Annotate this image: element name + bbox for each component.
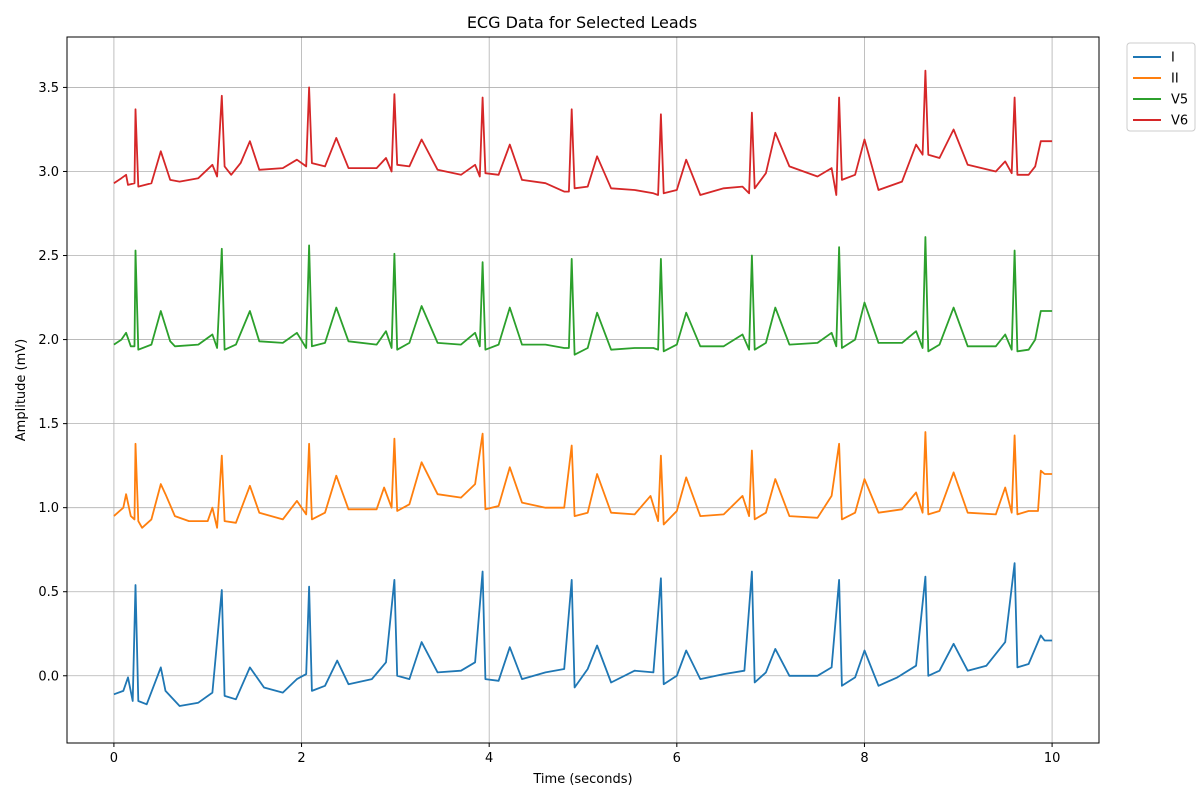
legend-label-ii: II [1171, 72, 1179, 87]
y-tick-label: 2.5 [38, 249, 59, 264]
series-line-v5 [113, 236, 1053, 356]
legend-label-v6: V6 [1171, 114, 1188, 129]
x-tick-label: 2 [297, 751, 305, 766]
x-tick-label: 4 [485, 751, 493, 766]
chart-title: ECG Data for Selected Leads [467, 13, 697, 32]
y-tick-label: 0.0 [38, 669, 59, 684]
y-tick-label: 1.5 [38, 417, 59, 432]
x-tick-label: 10 [1044, 751, 1061, 766]
y-tick-label: 3.5 [38, 81, 59, 96]
plot-area-frame [66, 36, 1100, 744]
series-line-i [113, 562, 1053, 707]
x-axis-label: Time (seconds) [532, 772, 632, 787]
x-tick-label: 6 [673, 751, 681, 766]
legend-label-v5: V5 [1171, 93, 1188, 108]
x-axis: 0 2 4 6 8 10 [110, 743, 1061, 766]
y-axis: 0.0 0.5 1.0 1.5 2.0 2.5 3.0 3.5 [38, 81, 67, 684]
y-axis-label: Amplitude (mV) [14, 339, 29, 441]
x-tick-label: 8 [860, 751, 868, 766]
y-tick-label: 3.0 [38, 165, 59, 180]
y-tick-label: 0.5 [38, 585, 59, 600]
grid-lines [67, 37, 1099, 743]
legend-box [1126, 42, 1196, 132]
y-tick-label: 2.0 [38, 333, 59, 348]
legend-label-i: I [1171, 51, 1175, 66]
series-line-ii [113, 431, 1053, 529]
y-tick-label: 1.0 [38, 501, 59, 516]
series-layer [113, 69, 1053, 707]
x-tick-label: 0 [110, 751, 118, 766]
series-line-v6 [113, 69, 1053, 196]
